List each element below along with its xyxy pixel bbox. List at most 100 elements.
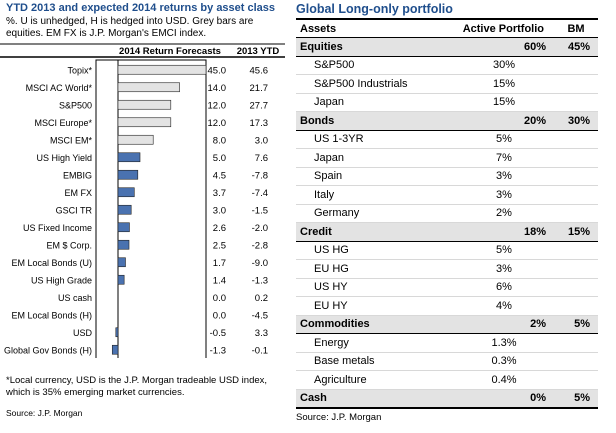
asset-name: Energy: [296, 333, 454, 353]
chart-footnote: *Local currency, USD is the J.P. Morgan …: [6, 375, 268, 398]
active-weight: 18%: [454, 222, 554, 242]
forecast-value-label: 0.0: [213, 310, 226, 321]
category-label: US High Yield: [36, 153, 92, 163]
bar: [117, 257, 126, 268]
forecast-value-label: 3.7: [213, 188, 226, 199]
ytd-value-label: -1.5: [252, 205, 268, 216]
portfolio-sub-row: Japan 15%: [296, 93, 598, 112]
bar: [117, 99, 172, 110]
ytd-value-label: -1.3: [252, 275, 268, 286]
asset-name: US 1-3YR: [296, 130, 454, 149]
header-assets: Assets: [296, 18, 454, 38]
bm-weight: [554, 56, 598, 75]
asset-name: Cash: [296, 388, 454, 409]
forecast-column-header: 2014 Return Forecasts: [119, 46, 221, 57]
portfolio-sub-row: Agriculture 0.4%: [296, 370, 598, 390]
active-weight: 6%: [454, 278, 554, 297]
bar: [117, 117, 172, 128]
portfolio-group-row: Commodities 2% 5%: [296, 314, 598, 334]
ytd-value-label: -0.1: [252, 345, 268, 356]
asset-name: Agriculture: [296, 370, 454, 390]
plot-frame: [95, 59, 207, 358]
returns-panel: YTD 2013 and expected 2014 returns by as…: [0, 0, 285, 433]
portfolio-header-row: Assets Active Portfolio BM: [296, 18, 598, 38]
chart-subtitle: %. U is unhedged, H is hedged into USD. …: [6, 16, 254, 39]
forecast-value-label: 2.6: [213, 223, 226, 234]
forecast-value-label: 12.0: [208, 118, 227, 129]
portfolio-sub-row: Japan 7%: [296, 148, 598, 168]
asset-name: Germany: [296, 204, 454, 223]
bar: [117, 134, 154, 145]
bm-weight: [554, 185, 598, 205]
active-weight: 15%: [454, 93, 554, 112]
portfolio-sub-row: S&P500 30%: [296, 56, 598, 75]
category-label: S&P500: [59, 100, 92, 110]
bm-weight: [554, 241, 598, 260]
chart-title: YTD 2013 and expected 2014 returns by as…: [6, 2, 276, 14]
category-label: MSCI Europe*: [34, 118, 92, 128]
forecast-value-label: 3.0: [213, 205, 226, 216]
ytd-column-header: 2013 YTD: [237, 46, 280, 57]
portfolio-sub-row: EU HG 3%: [296, 259, 598, 279]
portfolio-table: Assets Active Portfolio BM Equities 60% 45…: [296, 18, 598, 409]
bm-weight: 15%: [554, 222, 598, 242]
category-label: EM FX: [64, 188, 92, 198]
forecast-value-label: 1.7: [213, 258, 226, 269]
active-weight: 3%: [454, 259, 554, 279]
bm-weight: 5%: [554, 314, 598, 334]
portfolio-sub-row: Italy 3%: [296, 185, 598, 205]
bm-weight: [554, 333, 598, 353]
category-label: EM $ Corp.: [46, 240, 92, 250]
asset-name: Bonds: [296, 111, 454, 131]
ytd-value-label: -2.0: [252, 223, 268, 234]
bar: [117, 64, 207, 75]
active-weight: 2%: [454, 314, 554, 334]
forecast-value-label: 8.0: [213, 135, 226, 146]
bar: [115, 327, 119, 338]
forecast-value-label: 1.4: [213, 275, 226, 286]
asset-name: Italy: [296, 185, 454, 205]
bm-weight: 5%: [554, 388, 598, 409]
asset-name: Base metals: [296, 352, 454, 371]
category-label: MSCI EM*: [50, 135, 93, 145]
bm-weight: [554, 74, 598, 94]
bar: [117, 204, 132, 215]
category-label: EMBIG: [63, 170, 92, 180]
bar: [111, 344, 119, 355]
bm-weight: [554, 296, 598, 316]
forecast-value-label: 0.0: [213, 293, 226, 304]
bar: [117, 222, 130, 233]
bm-weight: [554, 370, 598, 390]
bar: [117, 187, 135, 198]
forecast-value-label: 2.5: [213, 240, 226, 251]
active-weight: 60%: [454, 37, 554, 57]
forecast-value-label: 5.0: [213, 153, 226, 164]
ytd-value-label: -7.8: [252, 170, 268, 181]
portfolio-sub-row: EU HY 4%: [296, 296, 598, 316]
header-active: Active Portfolio: [454, 18, 554, 38]
active-weight: 0.3%: [454, 352, 554, 371]
ytd-value-label: -9.0: [252, 258, 268, 269]
returns-bar-chart: 2014 Return Forecasts 2013 YTD Topix* 45.0 4…: [0, 43, 285, 358]
bar: [117, 239, 130, 250]
portfolio-sub-row: US HG 5%: [296, 241, 598, 260]
portfolio-sub-row: S&P500 Industrials 15%: [296, 74, 598, 94]
asset-name: US HY: [296, 278, 454, 297]
forecast-value-label: -1.3: [210, 345, 226, 356]
asset-name: US HG: [296, 241, 454, 260]
active-weight: 2%: [454, 204, 554, 223]
active-weight: 5%: [454, 241, 554, 260]
active-weight: 3%: [454, 167, 554, 186]
portfolio-sub-row: US HY 6%: [296, 278, 598, 297]
active-weight: 1.3%: [454, 333, 554, 353]
portfolio-group-row: Bonds 20% 30%: [296, 111, 598, 131]
active-weight: 5%: [454, 130, 554, 149]
portfolio-sub-row: Spain 3%: [296, 167, 598, 186]
category-label: US Fixed Income: [23, 223, 92, 233]
portfolio-source: Source: J.P. Morgan: [296, 412, 382, 423]
active-weight: 30%: [454, 56, 554, 75]
category-label: MSCI AC World*: [26, 83, 93, 93]
asset-name: Equities: [296, 37, 454, 57]
asset-name: Commodities: [296, 314, 454, 334]
forecast-value-label: -0.5: [210, 328, 226, 339]
